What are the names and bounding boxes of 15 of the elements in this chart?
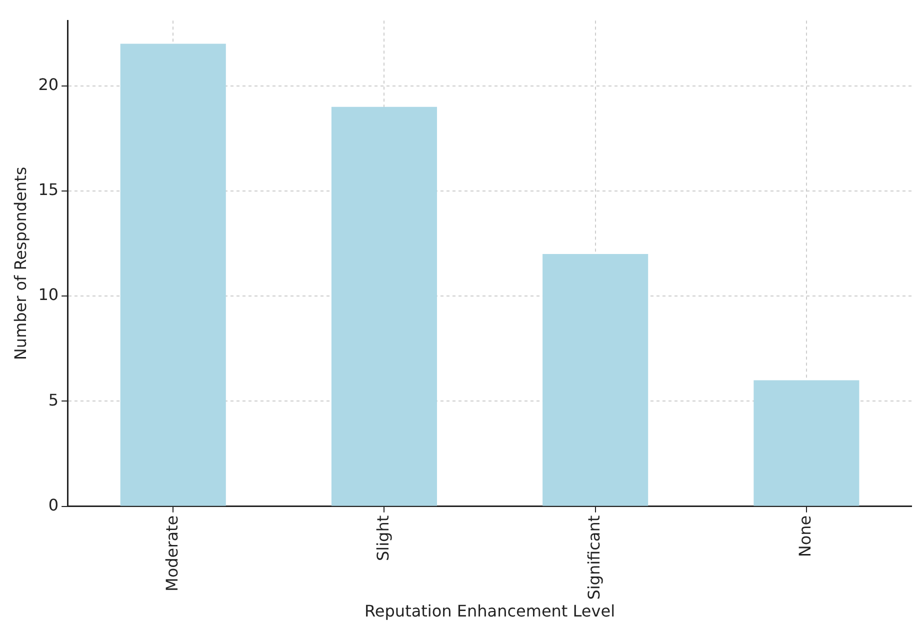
x-axis-title: Reputation Enhancement Level [364, 602, 616, 621]
y-tick-label: 20 [38, 74, 59, 94]
x-tick-label: None [796, 515, 815, 558]
x-tick-label: Significant [584, 515, 604, 600]
y-tick-label: 10 [38, 285, 59, 304]
y-tick-label: 15 [38, 180, 59, 200]
bar [542, 254, 648, 506]
bar [120, 44, 226, 506]
x-tick-label: Moderate [162, 515, 182, 592]
y-axis-title: Number of Respondents [10, 166, 30, 360]
x-tick-label: Slight [373, 515, 392, 561]
y-tick-label: 0 [48, 496, 59, 515]
y-tick-label: 5 [48, 390, 59, 410]
bar [331, 106, 437, 506]
bar [754, 380, 860, 506]
